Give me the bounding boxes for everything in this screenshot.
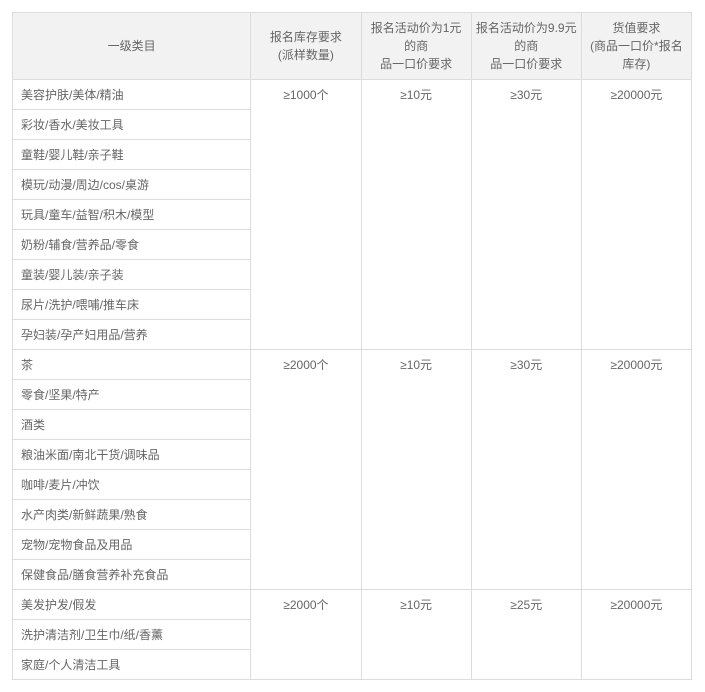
category-cell: 美发护发/假发	[13, 590, 251, 620]
table-row: 茶≥2000个≥10元≥30元≥20000元	[13, 350, 692, 380]
value-cell: ≥20000元	[581, 590, 691, 680]
requirements-table: 一级类目 报名库存要求 (派样数量) 报名活动价为1元的商 品一口价要求 报名活…	[12, 12, 692, 680]
stock-cell: ≥1000个	[251, 80, 361, 350]
header-price99: 报名活动价为9.9元的商 品一口价要求	[471, 13, 581, 80]
header-price99-line1: 报名活动价为9.9元的商	[476, 21, 577, 53]
table-row: 美容护肤/美体/精油≥1000个≥10元≥30元≥20000元	[13, 80, 692, 110]
price1-cell: ≥10元	[361, 80, 471, 350]
value-cell: ≥20000元	[581, 80, 691, 350]
stock-cell: ≥2000个	[251, 350, 361, 590]
header-value-line2: (商品一口价*报名库存)	[590, 39, 683, 71]
category-cell: 模玩/动漫/周边/cos/桌游	[13, 170, 251, 200]
category-cell: 保健食品/膳食营养补充食品	[13, 560, 251, 590]
category-cell: 宠物/宠物食品及用品	[13, 530, 251, 560]
header-stock-line1: 报名库存要求	[270, 30, 342, 44]
header-category: 一级类目	[13, 13, 251, 80]
header-stock: 报名库存要求 (派样数量)	[251, 13, 361, 80]
category-cell: 美容护肤/美体/精油	[13, 80, 251, 110]
table-body: 美容护肤/美体/精油≥1000个≥10元≥30元≥20000元彩妆/香水/美妆工…	[13, 80, 692, 680]
category-cell: 孕妇装/孕产妇用品/营养	[13, 320, 251, 350]
header-category-text: 一级类目	[108, 39, 156, 53]
price99-cell: ≥25元	[471, 590, 581, 680]
stock-cell: ≥2000个	[251, 590, 361, 680]
price99-cell: ≥30元	[471, 350, 581, 590]
header-price99-line2: 品一口价要求	[490, 57, 562, 71]
price99-cell: ≥30元	[471, 80, 581, 350]
category-cell: 彩妆/香水/美妆工具	[13, 110, 251, 140]
header-price1-line1: 报名活动价为1元的商	[371, 21, 462, 53]
price1-cell: ≥10元	[361, 590, 471, 680]
header-price1-line2: 品一口价要求	[380, 57, 452, 71]
category-cell: 童装/婴儿装/亲子装	[13, 260, 251, 290]
header-value: 货值要求 (商品一口价*报名库存)	[581, 13, 691, 80]
category-cell: 茶	[13, 350, 251, 380]
category-cell: 零食/坚果/特产	[13, 380, 251, 410]
value-cell: ≥20000元	[581, 350, 691, 590]
header-price1: 报名活动价为1元的商 品一口价要求	[361, 13, 471, 80]
category-cell: 奶粉/辅食/营养品/零食	[13, 230, 251, 260]
category-cell: 咖啡/麦片/冲饮	[13, 470, 251, 500]
price1-cell: ≥10元	[361, 350, 471, 590]
category-cell: 玩具/童车/益智/积木/模型	[13, 200, 251, 230]
category-cell: 尿片/洗护/喂哺/推车床	[13, 290, 251, 320]
category-cell: 酒类	[13, 410, 251, 440]
header-value-line1: 货值要求	[612, 21, 660, 35]
header-stock-line2: (派样数量)	[278, 48, 334, 62]
category-cell: 家庭/个人清洁工具	[13, 650, 251, 680]
table-row: 美发护发/假发≥2000个≥10元≥25元≥20000元	[13, 590, 692, 620]
category-cell: 水产肉类/新鲜蔬果/熟食	[13, 500, 251, 530]
category-cell: 粮油米面/南北干货/调味品	[13, 440, 251, 470]
category-cell: 童鞋/婴儿鞋/亲子鞋	[13, 140, 251, 170]
category-cell: 洗护清洁剂/卫生巾/纸/香薰	[13, 620, 251, 650]
